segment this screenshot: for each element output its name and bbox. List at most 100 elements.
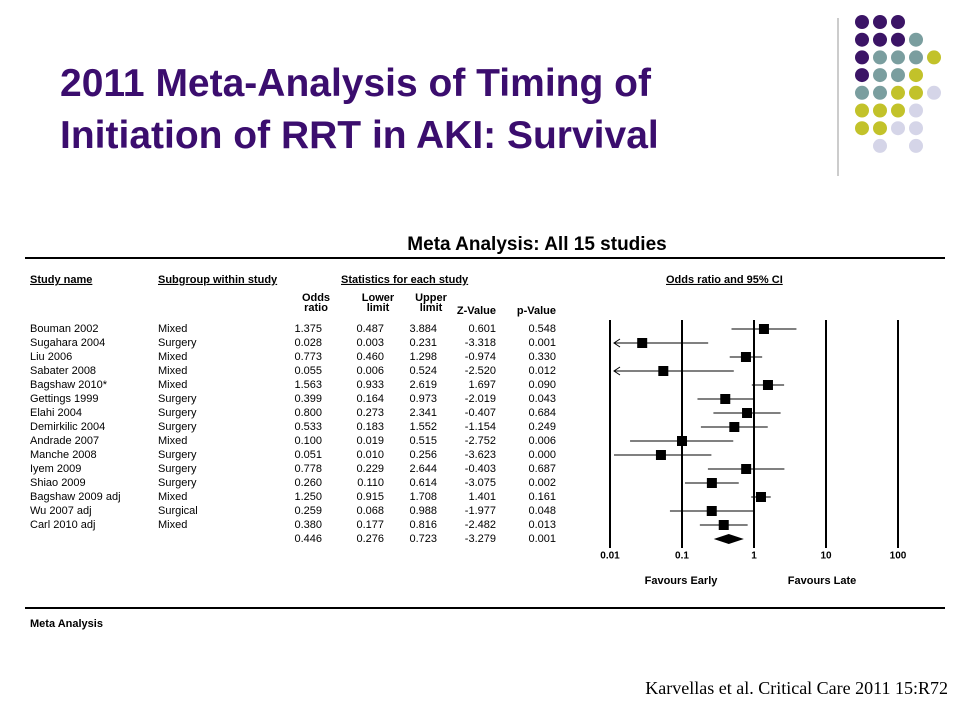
cell: 0.231	[409, 337, 437, 349]
study-name: Elahi 2004	[30, 407, 82, 419]
header: Odds ratio and 95% CI	[666, 274, 783, 286]
cell: 0.933	[356, 379, 384, 391]
effect-marker	[762, 380, 773, 390]
column-header: Upper	[415, 292, 448, 304]
cell: 0.460	[356, 351, 384, 363]
subgroup: Surgery	[158, 393, 197, 405]
cell: 0.259	[294, 505, 322, 517]
cell: 0.973	[409, 393, 437, 405]
study-name: Gettings 1999	[30, 393, 99, 405]
study-name: Sugahara 2004	[30, 337, 105, 349]
cell: 0.043	[528, 393, 556, 405]
cell: 0.487	[356, 323, 384, 335]
subgroup: Surgical	[158, 505, 198, 517]
x-axis-label: Favours Late	[788, 575, 856, 587]
cell: -0.407	[465, 407, 496, 419]
cell: -0.403	[465, 463, 496, 475]
column-header: p-Value	[517, 305, 556, 317]
cell: 0.601	[468, 323, 496, 335]
cell: 0.100	[294, 435, 322, 447]
cell: 0.002	[528, 477, 556, 489]
summary-diamond	[713, 534, 744, 544]
subgroup: Mixed	[158, 491, 187, 503]
dot	[909, 85, 923, 100]
dot	[855, 15, 869, 29]
cell: 0.055	[294, 365, 322, 377]
cell: 0.548	[528, 323, 556, 335]
cell: 0.260	[294, 477, 322, 489]
cell: 0.778	[294, 463, 322, 475]
subgroup: Mixed	[158, 379, 187, 391]
header: Study name	[30, 274, 92, 286]
cell: -3.075	[465, 477, 496, 489]
cell: 0.110	[357, 477, 384, 489]
dot	[909, 50, 923, 65]
cell: -3.623	[465, 449, 496, 461]
study-name: Liu 2006	[30, 351, 72, 363]
effect-marker	[740, 352, 751, 362]
dot	[873, 103, 887, 118]
cell: 0.177	[356, 519, 384, 531]
cell: 1.250	[294, 491, 322, 503]
cell: 0.273	[356, 407, 384, 419]
effect-marker	[729, 422, 740, 432]
ci-arrow	[613, 366, 621, 376]
study-name: Andrade 2007	[30, 435, 99, 447]
dot	[927, 85, 941, 100]
effect-marker	[637, 338, 648, 348]
dot	[873, 85, 887, 100]
dot	[873, 50, 887, 65]
column-header: ratio	[304, 302, 328, 314]
effect-marker	[742, 408, 753, 418]
study-name: Sabater 2008	[30, 365, 96, 377]
effect-marker	[741, 464, 752, 474]
dot	[909, 68, 923, 83]
slide-title: Initiation of RRT in AKI: Survival	[60, 114, 659, 157]
chart-title: Meta Analysis: All 15 studies	[407, 234, 666, 255]
cell: -2.752	[465, 435, 496, 447]
effect-marker	[655, 450, 666, 460]
study-name: Iyem 2009	[30, 463, 81, 475]
cell: 0.019	[356, 435, 384, 447]
cell: 0.068	[356, 505, 384, 517]
cell: 2.619	[409, 379, 437, 391]
cell: 0.013	[528, 519, 556, 531]
column-header: Lower	[362, 292, 395, 304]
cell: 0.773	[294, 351, 322, 363]
x-tick-label: 1	[751, 551, 757, 562]
effect-marker	[658, 366, 669, 376]
study-name: Bagshaw 2010*	[30, 379, 108, 391]
cell: 2.644	[409, 463, 437, 475]
study-name: Bouman 2002	[30, 323, 99, 335]
dot	[909, 103, 923, 118]
study-name: Manche 2008	[30, 449, 97, 461]
dot	[927, 50, 941, 65]
dot	[855, 68, 869, 83]
cell: -2.520	[465, 365, 496, 377]
subgroup: Mixed	[158, 365, 187, 377]
x-tick-label: 0.01	[600, 551, 620, 562]
summary-cell: 0.276	[356, 533, 384, 545]
effect-marker	[706, 478, 717, 488]
cell: 1.552	[409, 421, 437, 433]
dot	[855, 85, 869, 100]
subgroup: Mixed	[158, 323, 187, 335]
subgroup: Surgery	[158, 463, 197, 475]
x-tick-label: 0.1	[675, 551, 689, 562]
cell: 1.708	[409, 491, 437, 503]
cell: -1.154	[465, 421, 496, 433]
cell: -2.019	[465, 393, 496, 405]
cell: -1.977	[465, 505, 496, 517]
dot	[891, 50, 905, 65]
dot	[855, 103, 869, 118]
cell: 0.816	[409, 519, 437, 531]
subgroup: Surgery	[158, 421, 197, 433]
subgroup: Mixed	[158, 435, 187, 447]
x-axis-label: Favours Early	[645, 575, 719, 587]
cell: 0.533	[294, 421, 322, 433]
dot	[909, 121, 923, 136]
cell: 0.256	[409, 449, 437, 461]
cell: 0.010	[356, 449, 384, 461]
dot	[891, 32, 905, 47]
